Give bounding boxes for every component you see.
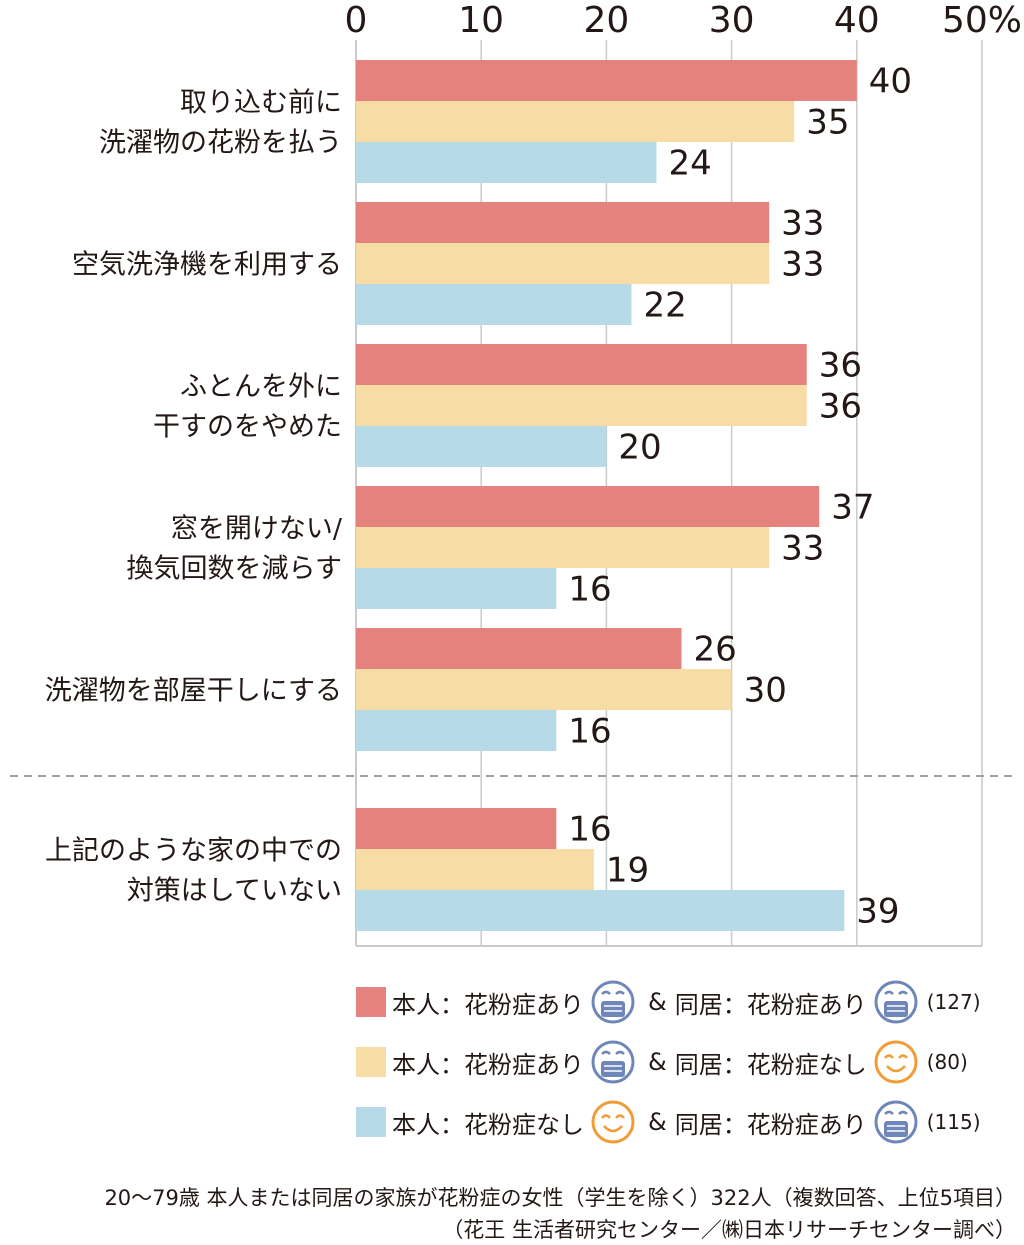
x-tick-label: 0 <box>345 0 368 41</box>
bar <box>356 202 770 243</box>
data-label: 16 <box>568 712 611 752</box>
data-label: 22 <box>643 286 686 326</box>
data-label: 36 <box>819 387 862 427</box>
bar <box>356 101 795 142</box>
mask-face-icon <box>874 1100 918 1144</box>
legend-cohab-label: 同居：花粉症なし <box>674 1050 867 1079</box>
data-label: 33 <box>781 245 824 285</box>
data-label: 33 <box>781 204 824 244</box>
bar <box>356 426 607 467</box>
category-label: 窓を開けない/ <box>171 514 343 545</box>
bar <box>356 243 770 284</box>
x-tick-label: 30 <box>709 0 755 41</box>
data-label: 33 <box>781 529 824 569</box>
category-label: 洗濯物の花粉を払う <box>99 128 342 159</box>
legend-row: 本人：花粉症あり & 同居：花粉症あり (127) <box>356 978 1016 1026</box>
smile-face-icon <box>591 1100 635 1144</box>
mask-face-icon <box>591 980 635 1024</box>
data-label: 36 <box>819 346 862 386</box>
data-label: 24 <box>668 144 711 184</box>
category-label: 洗濯物を部屋干しにする <box>45 676 342 707</box>
legend-self-label: 本人：花粉症なし <box>392 1110 584 1139</box>
legend-sample-size: (115) <box>926 1110 981 1134</box>
legend-sample-size: (127) <box>926 990 981 1014</box>
data-label: 19 <box>606 851 649 891</box>
legend-self-label: 本人：花粉症あり <box>392 1050 584 1079</box>
bar <box>356 849 594 890</box>
bar <box>356 669 732 710</box>
data-label: 26 <box>694 630 737 670</box>
legend-swatch <box>356 1107 386 1137</box>
mask-face-icon <box>591 1040 635 1084</box>
data-label: 16 <box>568 570 611 610</box>
legend-row: 本人：花粉症なし & 同居：花粉症あり (115) <box>356 1098 1016 1146</box>
data-label: 20 <box>618 428 661 468</box>
data-label: 40 <box>869 62 912 102</box>
bar <box>356 486 820 527</box>
bar <box>356 628 682 669</box>
category-label: 空気洗浄機を利用する <box>72 250 342 281</box>
x-tick-label: 40 <box>834 0 880 41</box>
bar <box>356 284 632 325</box>
data-label: 16 <box>568 810 611 850</box>
bar <box>356 142 657 183</box>
legend-cohab-label: 同居：花粉症あり <box>674 990 867 1019</box>
legend-swatch <box>356 987 386 1017</box>
legend-sample-size: (80) <box>926 1050 968 1074</box>
legend-amp: & <box>648 1108 667 1136</box>
category-label: 対策はしていない <box>127 876 342 907</box>
bar <box>356 808 557 849</box>
footnote-source: （花王 生活者研究センター／㈱日本リサーチセンター調べ） <box>442 1218 1016 1242</box>
smile-face-icon <box>874 1040 918 1084</box>
bar <box>356 344 807 385</box>
mask-face-icon <box>874 980 918 1024</box>
legend-amp: & <box>648 1048 667 1076</box>
bar <box>356 890 845 931</box>
category-label: 上記のような家の中での <box>45 836 342 867</box>
bar <box>356 527 770 568</box>
legend-amp: & <box>648 988 667 1016</box>
bar-chart: 0 10 20 30 40 50%403524取り込む前に洗濯物の花粉を払う333322空… <box>10 0 1022 947</box>
legend-cohab-label: 同居：花粉症あり <box>674 1110 867 1139</box>
x-tick-label: 10 <box>458 0 504 41</box>
data-label: 39 <box>856 892 899 932</box>
data-label: 30 <box>744 671 787 711</box>
bar <box>356 60 857 101</box>
legend-swatch <box>356 1047 386 1077</box>
data-label: 37 <box>831 488 874 528</box>
category-label: ふとんを外に <box>180 372 342 403</box>
bar <box>356 385 807 426</box>
legend-self-label: 本人：花粉症あり <box>392 990 584 1019</box>
footnote-survey: 20～79歳 本人または同居の家族が花粉症の女性（学生を除く）322人（複数回答… <box>104 1186 1016 1210</box>
category-label: 換気回数を減らす <box>127 554 342 585</box>
data-label: 35 <box>806 103 849 143</box>
x-tick-label: 50% <box>942 0 1022 41</box>
bar <box>356 710 557 751</box>
category-label: 干すのをやめた <box>153 412 342 443</box>
x-tick-label: 20 <box>583 0 629 41</box>
category-label: 取り込む前に <box>180 88 342 119</box>
legend-row: 本人：花粉症あり & 同居：花粉症なし (80) <box>356 1038 1016 1086</box>
bar <box>356 568 557 609</box>
